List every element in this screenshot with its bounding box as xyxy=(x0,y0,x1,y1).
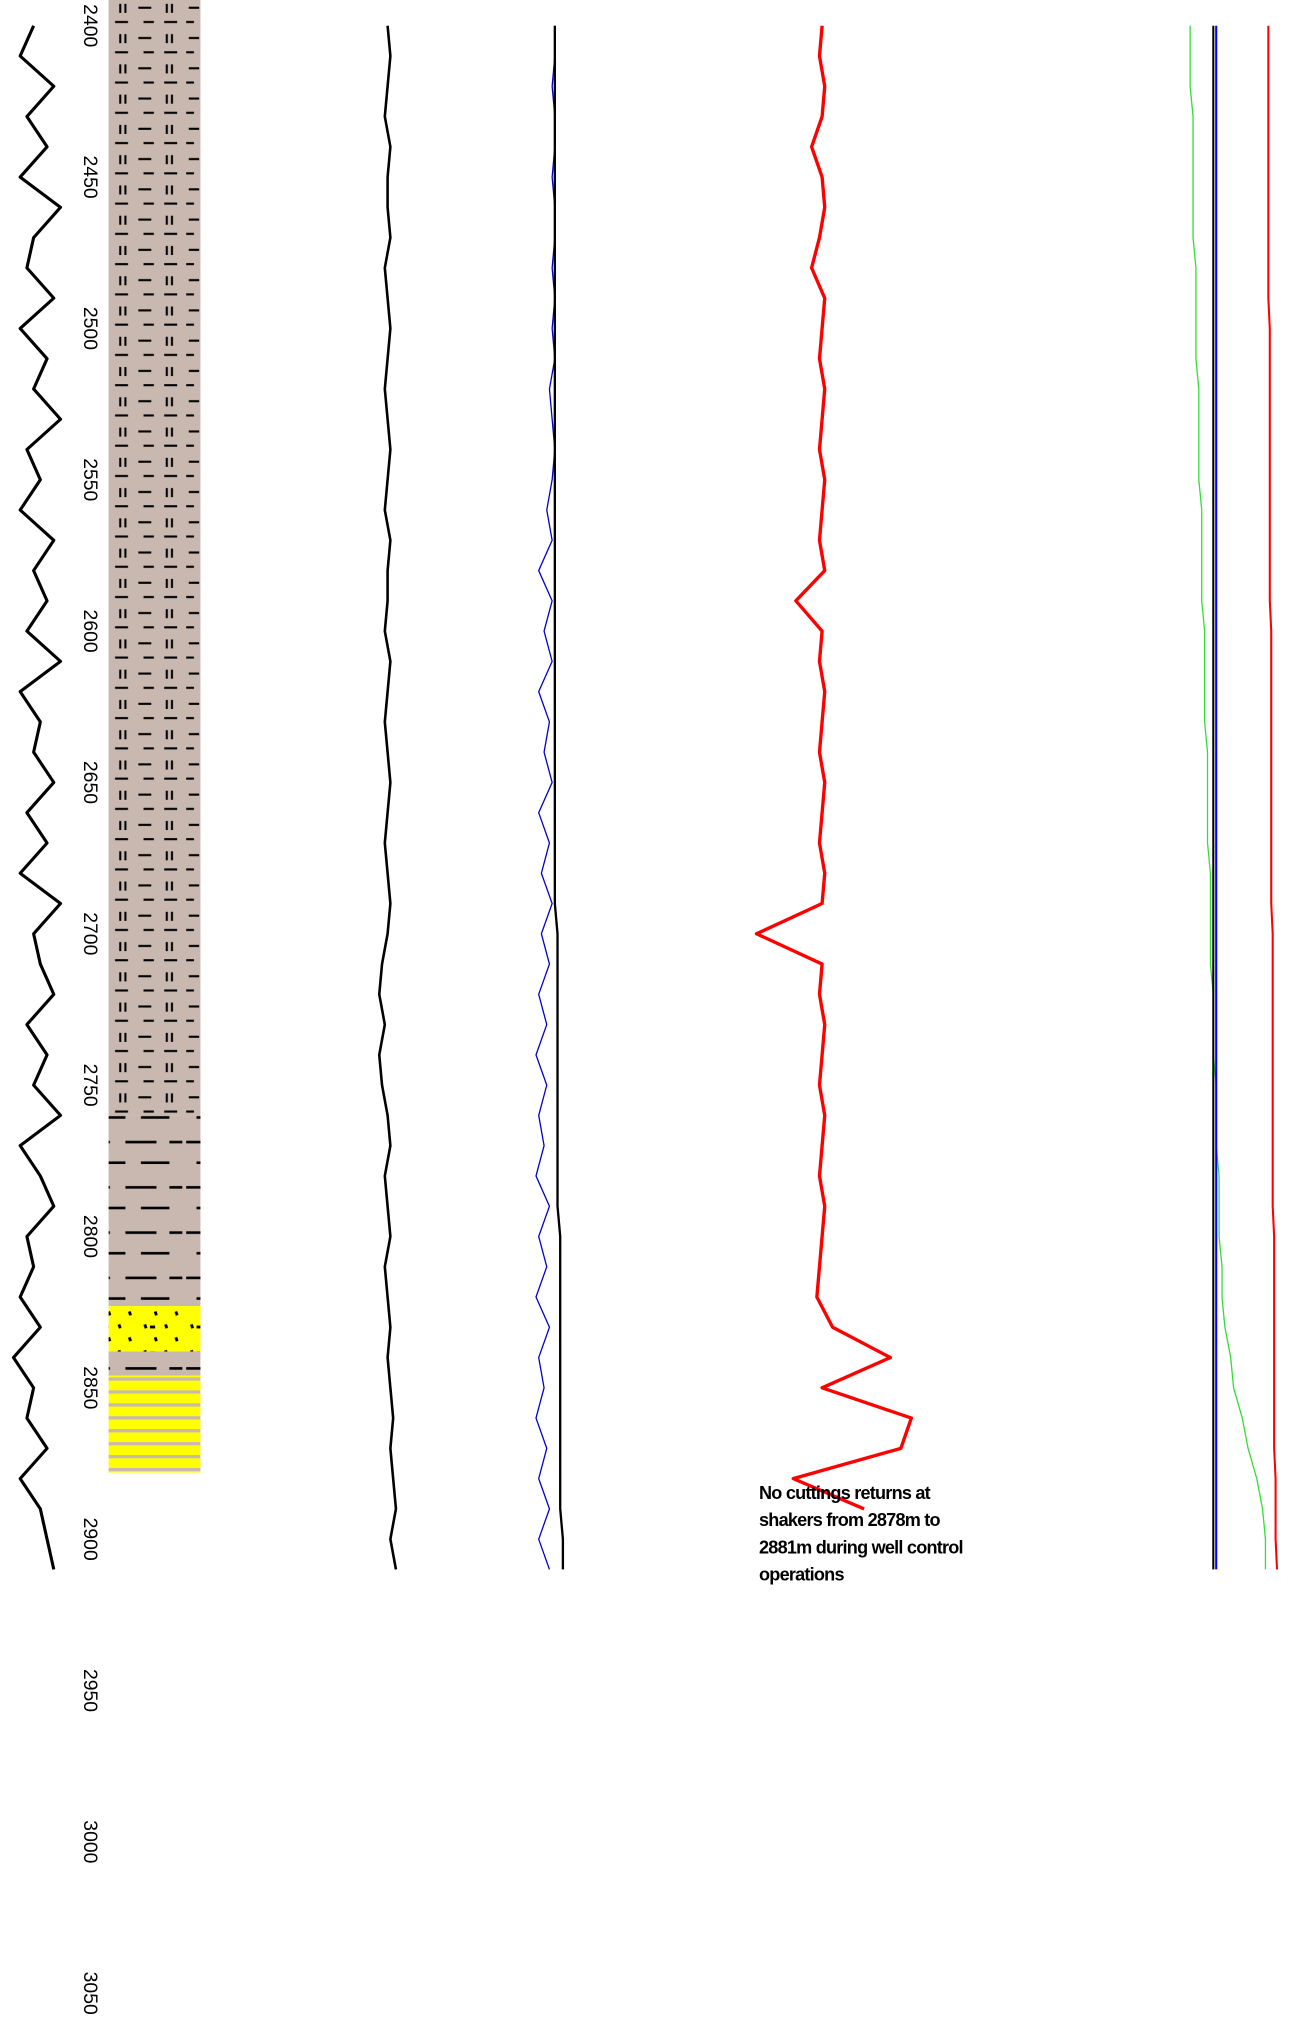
depth-label: 2750 xyxy=(79,1064,101,1107)
lithology-pattern xyxy=(108,1375,201,1473)
labels: 2400 2450 2500 2550 2600 2650 2700 2750 2800 2850… xyxy=(79,4,101,2015)
depth-label: 3000 xyxy=(79,1820,101,1863)
curves xyxy=(11,25,1279,1570)
log-curve xyxy=(377,25,398,1570)
depth-label: 2500 xyxy=(79,307,101,350)
lithology-pattern xyxy=(108,1351,201,1376)
depth-label: 3050 xyxy=(79,1972,101,2015)
log-curve xyxy=(11,25,63,1570)
depth-label: 2600 xyxy=(79,610,101,653)
depth-label: 2700 xyxy=(79,912,101,955)
depth-label: 2400 xyxy=(79,4,101,47)
depth-label: 2550 xyxy=(79,458,101,501)
annotation-line: 2881m during well control xyxy=(759,1537,963,1557)
depth-label: 2800 xyxy=(79,1215,101,1258)
annotation: No cuttings returns at shakers from 2878m… xyxy=(759,1483,964,1584)
depth-label: 2650 xyxy=(79,761,101,804)
annotation-line: operations xyxy=(759,1564,844,1584)
log-curve xyxy=(1189,25,1267,1570)
log-curve xyxy=(754,25,914,1511)
lithology-pattern xyxy=(108,1115,201,1307)
log-curve xyxy=(535,25,556,1570)
lithology-pattern xyxy=(108,0,201,1116)
log-curve xyxy=(1267,25,1279,1570)
lithology-pattern xyxy=(108,1306,201,1352)
log-curve xyxy=(553,25,565,1570)
lithology-column xyxy=(108,0,201,1473)
depth-label: 2900 xyxy=(79,1518,101,1561)
depth-label: 2850 xyxy=(79,1366,101,1409)
annotation-line: shakers from 2878m to xyxy=(759,1510,941,1530)
depth-label: 2450 xyxy=(79,156,101,199)
annotation-line: No cuttings returns at xyxy=(759,1483,931,1503)
depth-label: 2950 xyxy=(79,1669,101,1712)
